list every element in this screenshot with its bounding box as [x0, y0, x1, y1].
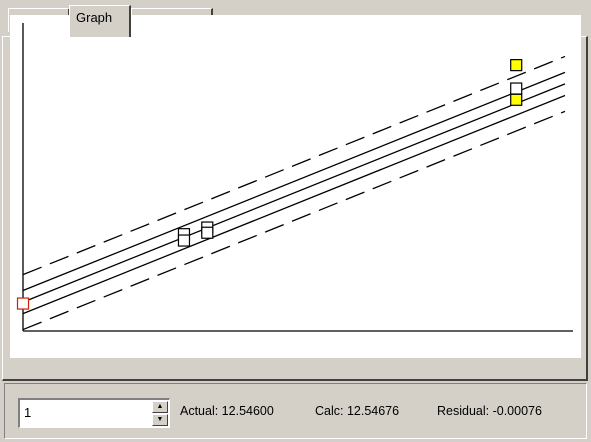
- spin-up-icon[interactable]: ▲: [152, 401, 168, 413]
- data-point-selected[interactable]: [18, 298, 29, 309]
- confidence-band-line: [23, 72, 565, 290]
- spin-down-icon[interactable]: ▼: [152, 414, 168, 426]
- spinner-value[interactable]: 1: [24, 405, 31, 420]
- data-point-highlighted[interactable]: [511, 60, 522, 71]
- point-index-spinner[interactable]: 1 ▲ ▼: [18, 398, 170, 428]
- prediction-band-line: [23, 111, 565, 329]
- data-point-highlighted[interactable]: [511, 94, 522, 105]
- plot-area: [10, 15, 581, 358]
- residual-value: Residual: -0.00076: [437, 404, 542, 418]
- regression-chart: [10, 15, 581, 358]
- actual-value: Actual: 12.54600: [180, 404, 274, 418]
- fit-line: [23, 84, 565, 302]
- data-point[interactable]: [511, 83, 522, 94]
- data-point[interactable]: [178, 235, 189, 246]
- data-point[interactable]: [202, 227, 213, 238]
- spinner-buttons: ▲ ▼: [152, 401, 168, 426]
- confidence-band-line: [23, 95, 565, 313]
- prediction-band-line: [23, 56, 565, 274]
- calc-value: Calc: 12.54676: [315, 404, 399, 418]
- tab-graph[interactable]: Graph: [69, 5, 131, 37]
